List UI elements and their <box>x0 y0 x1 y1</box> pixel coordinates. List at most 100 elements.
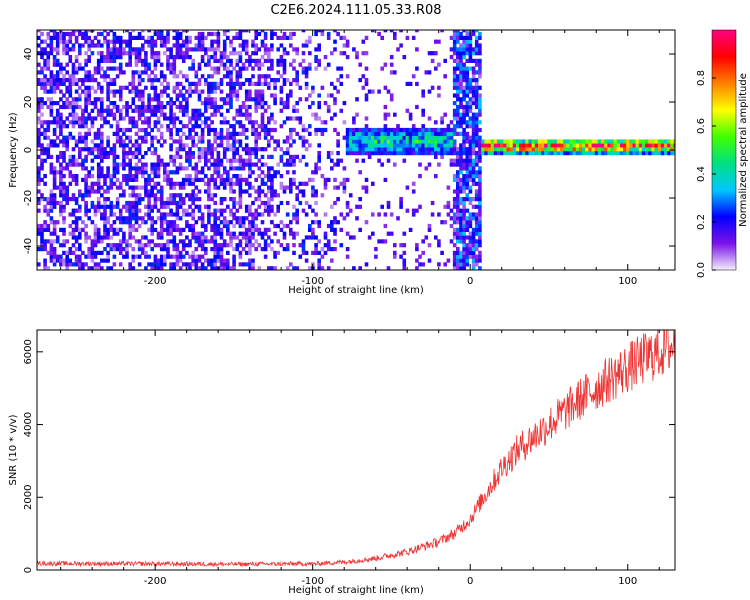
heatmap-cell <box>673 151 675 156</box>
heatmap-cell <box>635 139 640 144</box>
heatmap-cell <box>345 231 350 236</box>
heatmap-cell <box>153 204 158 209</box>
heatmap-cell <box>43 158 47 163</box>
heatmap-cell <box>474 239 479 244</box>
heatmap-cell <box>446 151 451 156</box>
heatmap-cell <box>232 266 236 270</box>
heatmap-cell <box>263 204 268 209</box>
heatmap-cell <box>301 30 306 33</box>
heatmap-cell <box>270 166 274 171</box>
heatmap-cell <box>465 108 470 113</box>
heatmap-cell <box>197 177 202 182</box>
heatmap-cell <box>235 158 240 163</box>
heatmap-cell <box>115 39 120 44</box>
heatmap-cell <box>632 147 637 152</box>
heatmap-cell <box>487 143 492 148</box>
heatmap-cell <box>405 143 410 148</box>
heatmap-cell <box>134 139 139 144</box>
heatmap-cell <box>43 47 47 52</box>
heatmap-cell <box>166 212 170 217</box>
heatmap-cell <box>134 170 139 175</box>
heatmap-cell <box>254 216 258 221</box>
heatmap-cell <box>446 212 451 217</box>
heatmap-cell <box>43 223 47 229</box>
heatmap-cell <box>147 189 151 194</box>
heatmap-cell <box>257 47 262 52</box>
heatmap-cell <box>153 162 158 167</box>
heatmap-cell <box>96 70 101 75</box>
heatmap-cell <box>96 58 101 63</box>
heatmap-cell <box>408 112 413 117</box>
heatmap-cell <box>238 154 243 159</box>
heatmap-cell <box>244 162 249 167</box>
heatmap-cell <box>515 139 520 144</box>
heatmap-cell <box>219 258 224 263</box>
heatmap-cell <box>525 151 529 156</box>
heatmap-cell <box>210 66 214 71</box>
heatmap-cell <box>106 139 110 144</box>
heatmap-cell <box>440 131 444 136</box>
heatmap-cell <box>285 158 290 163</box>
heatmap-cell <box>238 193 243 198</box>
heatmap-cell <box>172 35 177 40</box>
heatmap-cell <box>100 258 104 263</box>
heatmap-cell <box>194 43 199 48</box>
heatmap-cell <box>465 93 470 98</box>
heatmap-cell <box>437 85 441 90</box>
heatmap-cell <box>46 212 51 217</box>
heatmap-cell <box>430 147 435 152</box>
heatmap-cell <box>159 135 164 140</box>
heatmap-cell <box>90 116 95 121</box>
heatmap-cell <box>37 143 41 148</box>
heatmap-cell <box>232 158 236 163</box>
heatmap-cell <box>207 204 211 209</box>
heatmap-cell <box>219 181 224 186</box>
heatmap-cell <box>200 39 205 44</box>
heatmap-cell <box>273 212 277 217</box>
heatmap-cell <box>55 170 60 175</box>
heatmap-cell <box>251 124 255 129</box>
heatmap-cell <box>556 147 561 152</box>
heatmap-cell <box>270 181 274 186</box>
heatmap-cell <box>213 51 217 56</box>
heatmap-cell <box>235 235 240 240</box>
heatmap-cell <box>37 35 41 40</box>
heatmap-cell <box>131 208 136 213</box>
heatmap-cell <box>226 181 230 186</box>
heatmap-cell <box>153 135 158 140</box>
heatmap-cell <box>648 139 652 144</box>
heatmap-cell <box>575 147 580 152</box>
heatmap-cell <box>216 231 221 236</box>
heatmap-cell <box>285 170 290 175</box>
heatmap-cell <box>295 116 299 121</box>
heatmap-cell <box>188 243 192 248</box>
heatmap-cell <box>175 170 180 175</box>
heatmap-cell <box>267 74 271 79</box>
heatmap-cell <box>292 66 296 71</box>
heatmap-cell <box>421 262 425 267</box>
heatmap-cell <box>311 208 315 213</box>
heatmap-cell <box>396 131 400 136</box>
heatmap-cell <box>78 135 82 140</box>
heatmap-cell <box>52 127 57 133</box>
heatmap-cell <box>386 204 391 209</box>
heatmap-cell <box>446 139 451 144</box>
heatmap-cell <box>87 39 91 44</box>
heatmap-cell <box>308 93 312 98</box>
heatmap-cell <box>106 51 110 56</box>
heatmap-cell <box>462 262 466 267</box>
heatmap-cell <box>93 212 98 217</box>
heatmap-cell <box>456 262 460 267</box>
heatmap-cell <box>55 235 60 240</box>
heatmap-cell <box>355 151 359 156</box>
heatmap-cell <box>474 181 479 186</box>
heatmap-cell <box>440 127 444 133</box>
heatmap-cell <box>106 112 110 117</box>
heatmap-cell <box>452 51 457 56</box>
heatmap-cell <box>418 254 422 259</box>
heatmap-cell <box>260 43 265 48</box>
heatmap-cell <box>537 139 542 144</box>
heatmap-cell <box>62 124 66 129</box>
heatmap-cell <box>188 47 192 52</box>
